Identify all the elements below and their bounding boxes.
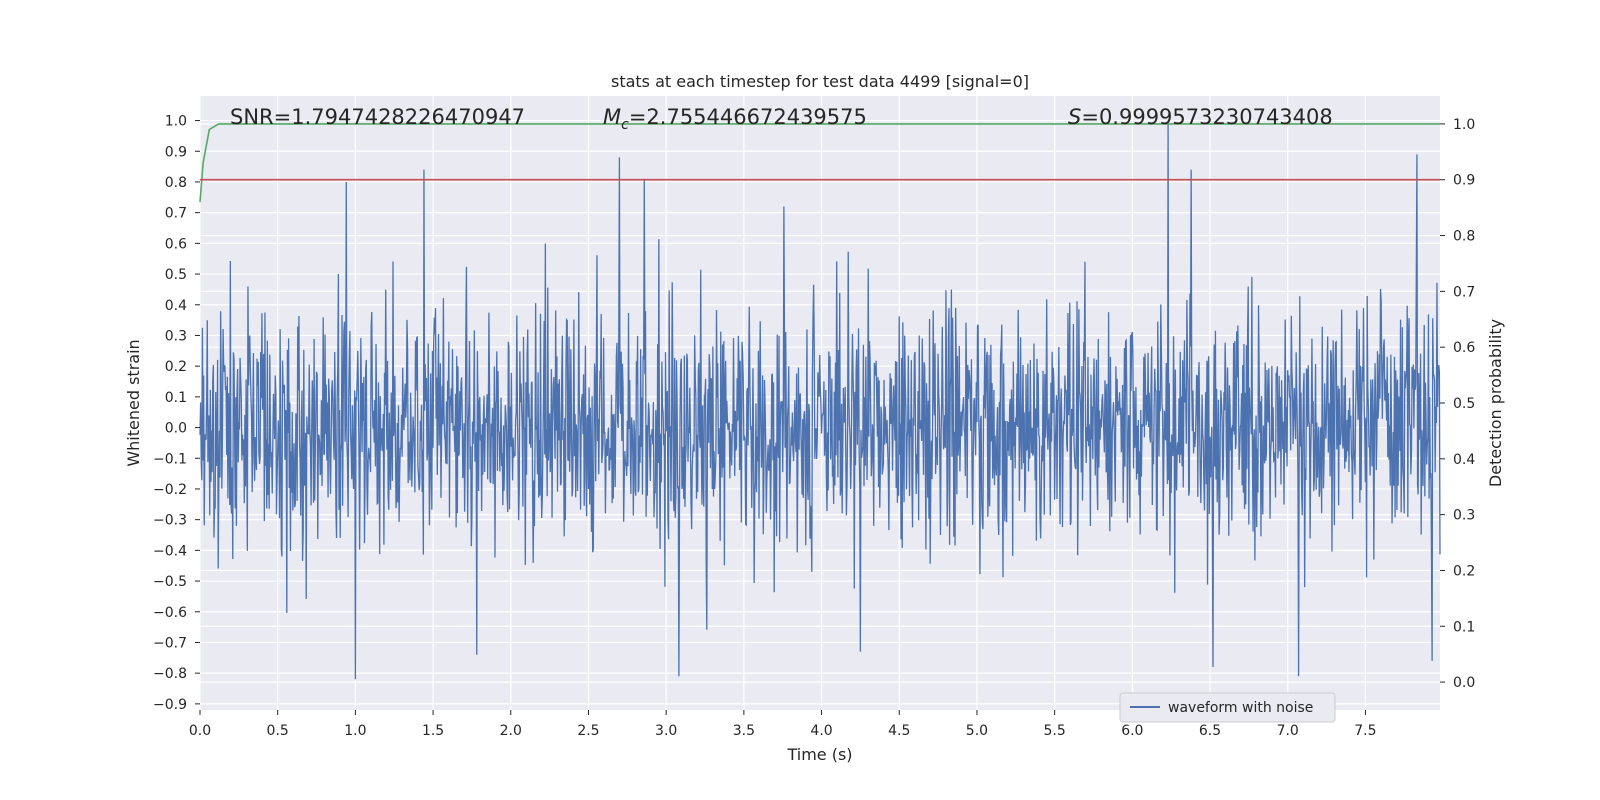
x-tick-label: 3.0 xyxy=(655,723,677,739)
chirp-mass-value: =2.755446672439575 xyxy=(629,105,867,129)
y2-tick-label: 0.0 xyxy=(1453,675,1475,691)
y-tick-label: 0.7 xyxy=(165,206,187,222)
x-tick-label: 0.5 xyxy=(267,723,289,739)
y-tick-label: 0.5 xyxy=(165,267,187,283)
y-tick-label: −0.8 xyxy=(153,666,187,682)
y-tick-label: −0.7 xyxy=(153,635,187,651)
x-tick-label: 6.0 xyxy=(1121,723,1143,739)
x-axis-label: Time (s) xyxy=(786,745,852,764)
y-tick-label: 0.2 xyxy=(165,359,187,375)
chirp-mass-symbol: M xyxy=(603,105,621,129)
s-annotation: S=0.9999573230743408 xyxy=(1068,105,1333,129)
y2-tick-label: 0.2 xyxy=(1453,563,1475,579)
y-tick-label: 0.3 xyxy=(165,328,187,344)
x-tick-label: 3.5 xyxy=(733,723,755,739)
x-tick-label: 7.5 xyxy=(1354,723,1376,739)
x-tick-label: 6.5 xyxy=(1199,723,1221,739)
y-tick-label: −0.6 xyxy=(153,605,187,621)
y-tick-label: −0.3 xyxy=(153,513,187,529)
y2-tick-label: 0.9 xyxy=(1453,173,1475,189)
y2-tick-label: 0.8 xyxy=(1453,229,1475,245)
y-tick-label: 0.1 xyxy=(165,390,187,406)
chirp-mass-annotation: Mc=2.755446672439575 xyxy=(603,105,867,133)
chart-title: stats at each timestep for test data 449… xyxy=(611,72,1029,91)
legend: waveform with noise xyxy=(1119,692,1336,723)
legend-label: waveform with noise xyxy=(1168,700,1313,716)
x-tick-label: 7.0 xyxy=(1277,723,1299,739)
detection-probability-line xyxy=(199,123,1440,203)
y2-tick-label: 0.5 xyxy=(1453,396,1475,412)
x-tick-label: 0.0 xyxy=(189,723,211,739)
y-tick-label: −0.4 xyxy=(153,543,187,559)
s-symbol: S xyxy=(1068,105,1081,129)
x-tick-label: 1.0 xyxy=(344,723,366,739)
y-tick-label: 0.9 xyxy=(165,144,187,160)
snr-annotation: SNR=1.7947428226470947 xyxy=(230,105,525,129)
legend-box xyxy=(1119,692,1336,723)
waveform-line xyxy=(199,120,1441,680)
waveform-series xyxy=(199,120,1441,680)
y-axis-label: Whitened strain xyxy=(124,339,143,466)
y-tick-label: 1.0 xyxy=(165,114,187,130)
probability-series xyxy=(199,123,1440,203)
y2-tick-label: 0.7 xyxy=(1453,284,1475,300)
s-value: =0.9999573230743408 xyxy=(1081,105,1332,129)
y-tick-label: 0.4 xyxy=(165,298,187,314)
x-tick-label: 4.5 xyxy=(888,723,910,739)
x-tick-label: 4.0 xyxy=(810,723,832,739)
x-tick-label: 5.0 xyxy=(966,723,988,739)
y2-tick-label: 1.0 xyxy=(1453,117,1475,133)
x-tick-label: 2.5 xyxy=(577,723,599,739)
y2-tick-label: 0.4 xyxy=(1453,452,1475,468)
y-tick-label: −0.2 xyxy=(153,482,187,498)
y2-tick-label: 0.1 xyxy=(1453,619,1475,635)
y2-tick-label: 0.3 xyxy=(1453,508,1475,524)
x-tick-label: 5.5 xyxy=(1044,723,1066,739)
y2-tick-label: 0.6 xyxy=(1453,340,1475,356)
chirp-mass-subscript: c xyxy=(621,117,629,133)
y-tick-label: −0.9 xyxy=(153,697,187,713)
x-tick-label: 2.0 xyxy=(500,723,522,739)
y2-axis-label: Detection probability xyxy=(1486,319,1505,487)
y-tick-label: 0.0 xyxy=(165,421,187,437)
y-tick-label: 0.8 xyxy=(165,175,187,191)
right-y-ticks: 1.0 0.9 0.8 0.7 0.6 0.5 0.4 0.3 0.2 0.1 0.0 xyxy=(1440,117,1475,691)
y-tick-label: −0.1 xyxy=(153,451,187,467)
y-tick-label: −0.5 xyxy=(153,574,187,590)
y-tick-label: 0.6 xyxy=(165,236,187,252)
x-tick-label: 1.5 xyxy=(422,723,444,739)
left-y-ticks: 1.0 0.9 0.8 0.7 0.6 0.5 0.4 0.3 0.2 0.1 0.0 −0.1 −0.… xyxy=(153,114,200,713)
